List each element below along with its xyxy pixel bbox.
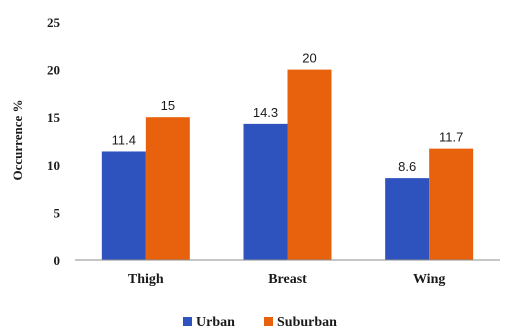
y-tick-label: 20 [47,63,60,78]
y-tick-label: 15 [47,110,61,125]
bar-urban-wing [385,178,430,260]
bar-urban-thigh [101,151,146,260]
data-label: 8.6 [398,159,416,174]
data-label: 15 [161,98,175,113]
data-label: 20 [302,51,316,66]
legend-label: Urban [196,315,235,330]
data-label: 11.7 [439,130,463,145]
bar-suburban-wing [429,148,474,260]
category-label: Breast [268,272,307,287]
bar-suburban-thigh [145,117,190,260]
legend: Urban Suburban [183,315,337,330]
bars [101,69,474,260]
category-labels: Thigh Breast Wing [128,272,445,287]
legend-label: Suburban [277,315,337,330]
data-label: 14.3 [253,105,278,120]
y-axis-label: Occurrence % [10,100,25,181]
legend-swatch-suburban [264,317,273,326]
category-label: Thigh [128,272,164,287]
legend-swatch-urban [183,317,192,326]
y-tick-label: 25 [47,15,61,30]
data-labels: 11.4 15 14.3 20 8.6 11.7 [112,51,464,175]
data-label: 11.4 [112,132,136,147]
category-label: Wing [413,272,445,287]
y-tick-labels: 0 5 10 15 20 25 [47,15,61,268]
y-tick-label: 5 [54,205,61,220]
y-tick-label: 10 [47,158,60,173]
y-tick-label: 0 [54,253,61,268]
bar-suburban-breast [287,69,332,260]
bar-urban-breast [243,123,288,260]
